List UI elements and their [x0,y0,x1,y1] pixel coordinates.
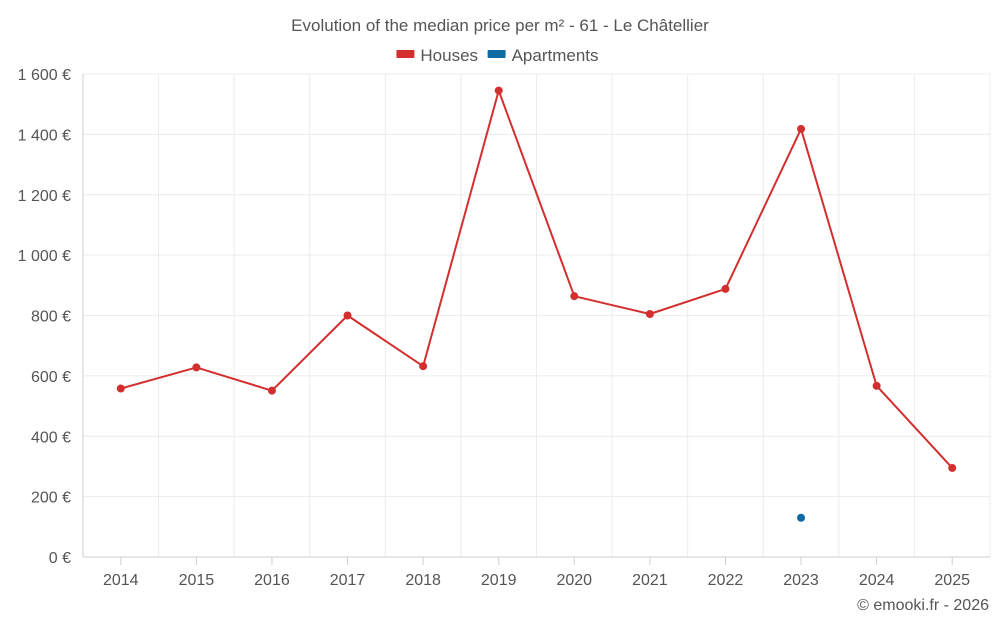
houses-data-point[interactable] [645,309,654,318]
y-tick-label: 200 € [31,490,71,507]
grid [82,73,991,558]
houses-data-point[interactable] [343,311,352,320]
y-tick-label: 1 000 € [18,248,71,265]
legend-label-houses: Houses [420,46,478,65]
apartments-data-point[interactable] [797,513,806,522]
houses-data-point[interactable] [192,363,201,372]
legend-swatch-apartments [487,50,506,58]
houses-data-point[interactable] [116,384,125,393]
x-tick-label: 2019 [481,572,517,589]
x-tick-label: 2025 [934,572,970,589]
x-tick-label: 2021 [632,572,668,589]
x-tick-label: 2024 [859,572,895,589]
houses-data-point[interactable] [570,292,579,301]
credit-text: © emooki.fr - 2026 [857,597,989,614]
x-tick-label: 2018 [405,572,441,589]
legend-label-apartments: Apartments [512,46,599,65]
y-tick-label: 0 € [49,550,71,567]
legend-swatch-houses [396,50,415,58]
houses-data-point[interactable] [721,284,730,293]
y-tick-label: 600 € [31,369,71,386]
houses-data-point[interactable] [494,86,503,95]
x-tick-label: 2022 [708,572,744,589]
x-tick-label: 2023 [783,572,819,589]
houses-data-point[interactable] [419,362,428,371]
houses-series-line [120,89,953,469]
houses-data-point[interactable] [267,386,276,395]
legend-item-apartments[interactable]: Apartments [487,46,599,65]
y-tick-label: 1 400 € [18,127,71,144]
x-tick-label: 2017 [330,572,366,589]
x-axis: 2014 2015 2016 2017 2018 2019 2020 2021 2022 2023… [103,557,970,589]
legend-item-houses[interactable]: Houses [396,46,478,65]
chart-title: Evolution of the median price per m² - 6… [291,16,709,35]
y-tick-label: 1 600 € [18,67,71,84]
x-tick-label: 2014 [103,572,139,589]
houses-data-point[interactable] [872,381,881,390]
x-tick-label: 2015 [179,572,215,589]
legend: Houses Apartments [396,46,599,65]
houses-data-point[interactable] [948,463,957,472]
x-tick-label: 2020 [556,572,592,589]
houses-data-point[interactable] [797,124,806,133]
y-tick-label: 400 € [31,429,71,446]
y-tick-label: 800 € [31,309,71,326]
y-tick-label: 1 200 € [18,188,71,205]
plot-area [116,86,957,522]
x-tick-label: 2016 [254,572,290,589]
y-axis: 0 € 200 € 400 € 600 € 800 € 1 000 € 1 200 € 1 4… [18,67,71,567]
